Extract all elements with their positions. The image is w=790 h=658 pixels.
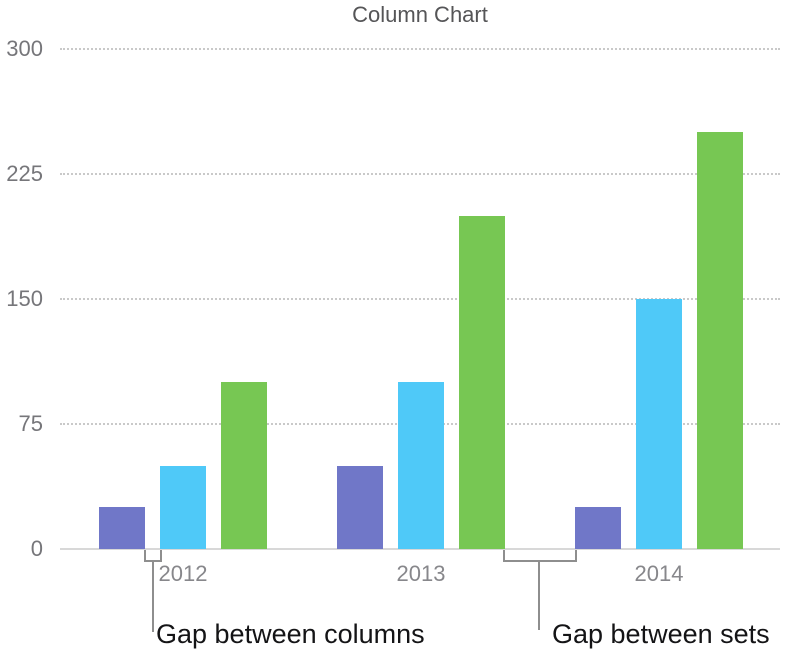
y-tick-label-300: 300 xyxy=(6,36,43,61)
bar-2013-green xyxy=(459,216,505,549)
gridline-150 xyxy=(60,298,780,300)
gap-between-columns-label: Gap between columns xyxy=(156,619,425,649)
x-axis-label-2014: 2014 xyxy=(634,561,684,586)
y-tick-label-225: 225 xyxy=(6,161,43,186)
gridline-225 xyxy=(60,173,780,175)
bar-2013-purple xyxy=(337,466,383,549)
chart-title: Column Chart xyxy=(352,2,488,27)
gap-between-sets-bracket xyxy=(503,550,577,562)
gap-between-columns-callout-line xyxy=(152,561,154,632)
y-tick-label-75: 75 xyxy=(18,411,43,436)
bar-2012-blue xyxy=(160,466,206,549)
x-axis-label-2012: 2012 xyxy=(158,561,208,586)
bar-2012-purple xyxy=(99,507,145,549)
gap-between-sets-callout-line xyxy=(538,561,540,630)
bar-2014-purple xyxy=(575,507,621,549)
x-axis-line xyxy=(60,548,780,550)
y-tick-label-0: 0 xyxy=(30,536,43,561)
bar-2014-green xyxy=(697,132,743,549)
bar-2014-blue xyxy=(636,299,682,549)
x-axis-label-2013: 2013 xyxy=(396,561,446,586)
bar-2012-green xyxy=(221,382,267,549)
bar-2013-blue xyxy=(398,382,444,549)
gridline-300 xyxy=(60,48,780,50)
y-tick-label-150: 150 xyxy=(6,286,43,311)
gap-between-sets-label: Gap between sets xyxy=(552,619,770,649)
